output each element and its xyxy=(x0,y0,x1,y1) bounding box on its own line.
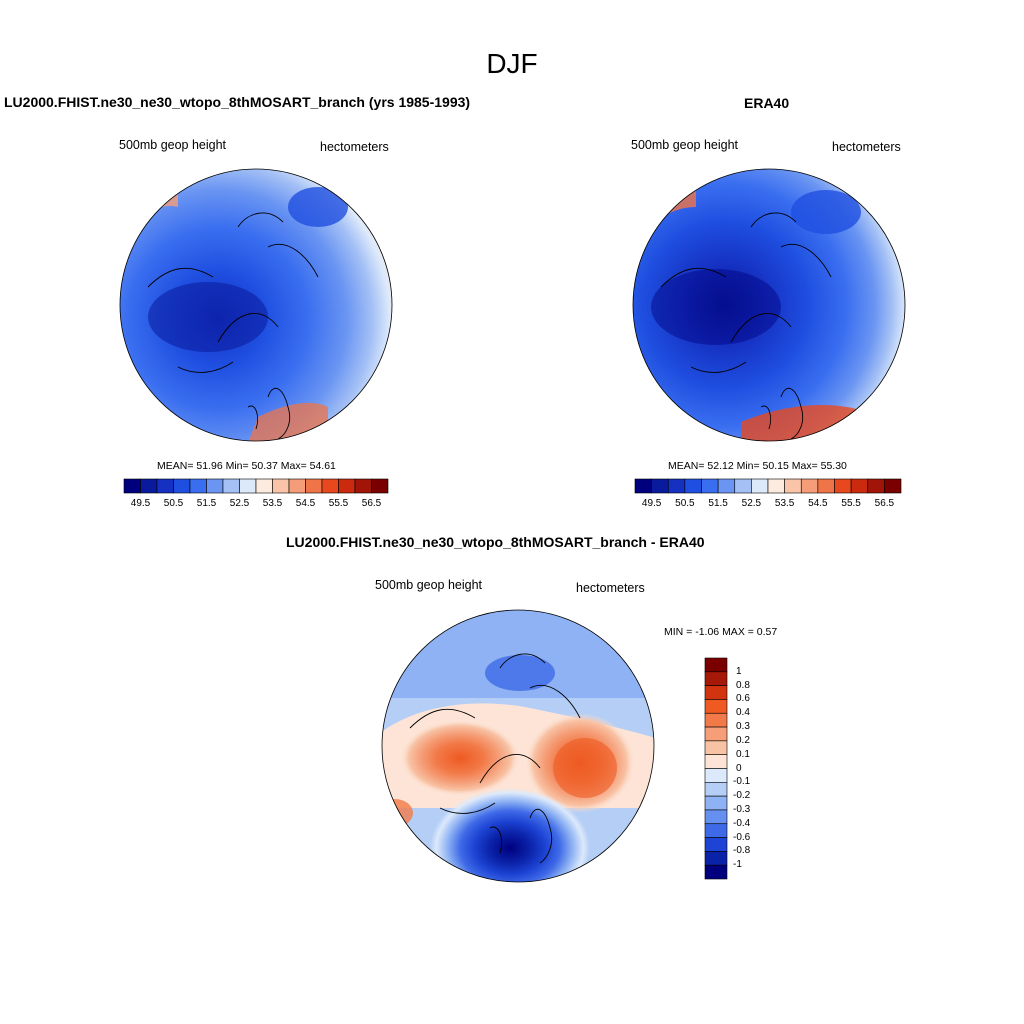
colorbar-cell xyxy=(785,479,802,493)
obs-polar-map xyxy=(631,167,907,443)
colorbar-cell xyxy=(141,479,158,493)
diff-units-label: hectometers xyxy=(576,581,645,595)
colorbar-tick-label: 0.3 xyxy=(736,721,750,732)
obs-stats: MEAN= 52.12 Min= 50.15 Max= 55.30 xyxy=(668,460,847,472)
colorbar-tick-label: -0.4 xyxy=(733,818,750,829)
colorbar-cell xyxy=(702,479,719,493)
colorbar-cell xyxy=(355,479,372,493)
colorbar-cell xyxy=(705,686,727,700)
colorbar-tick-label: 54.5 xyxy=(808,498,828,509)
model-panel-title: LU2000.FHIST.ne30_ne30_wtopo_8thMOSART_b… xyxy=(4,94,470,110)
colorbar-tick-label: 0.2 xyxy=(736,735,750,746)
colorbar-cell xyxy=(705,796,727,810)
colorbar-cell xyxy=(705,755,727,769)
colorbar-cell xyxy=(240,479,257,493)
colorbar-tick-label: 55.5 xyxy=(841,498,861,509)
colorbar-cell xyxy=(705,741,727,755)
colorbar-cell xyxy=(705,838,727,852)
colorbar-tick-label: 1 xyxy=(736,666,742,677)
colorbar-cell xyxy=(190,479,207,493)
colorbar-tick-label: 0.1 xyxy=(736,749,750,760)
colorbar-cell xyxy=(705,782,727,796)
colorbar-tick-label: 52.5 xyxy=(230,498,250,509)
model-polar-map xyxy=(118,167,394,443)
colorbar-cell xyxy=(818,479,835,493)
colorbar-cell xyxy=(289,479,306,493)
colorbar-tick-label: 0.8 xyxy=(736,680,750,691)
colorbar-tick-label: -0.6 xyxy=(733,832,750,843)
diff-colorbar xyxy=(705,658,727,879)
obs-units-label: hectometers xyxy=(832,140,901,154)
colorbar-cell xyxy=(372,479,389,493)
colorbar-cell xyxy=(868,479,885,493)
colorbar-cell xyxy=(705,699,727,713)
colorbar-cell xyxy=(705,851,727,865)
colorbar-tick-label: -0.3 xyxy=(733,804,750,815)
colorbar-cell xyxy=(718,479,735,493)
colorbar-cell xyxy=(705,672,727,686)
colorbar-cell xyxy=(256,479,273,493)
colorbar-cell xyxy=(735,479,752,493)
colorbar-cell xyxy=(801,479,818,493)
colorbar-cell xyxy=(306,479,323,493)
colorbar-cell xyxy=(768,479,785,493)
colorbar-cell xyxy=(174,479,191,493)
diff-panel-title: LU2000.FHIST.ne30_ne30_wtopo_8thMOSART_b… xyxy=(286,534,705,550)
colorbar-tick-label: -1 xyxy=(733,859,742,870)
colorbar-cell xyxy=(705,713,727,727)
diff-stats: MIN = -1.06 MAX = 0.57 xyxy=(664,626,777,638)
colorbar-tick-label: 50.5 xyxy=(675,498,695,509)
colorbar-cell xyxy=(124,479,141,493)
colorbar-cell xyxy=(635,479,652,493)
colorbar-cell xyxy=(339,479,356,493)
colorbar-cell xyxy=(705,727,727,741)
colorbar-cell xyxy=(273,479,290,493)
colorbar-tick-label: 54.5 xyxy=(296,498,316,509)
obs-colorbar xyxy=(635,479,901,493)
colorbar-tick-label: 0 xyxy=(736,763,742,774)
colorbar-cell xyxy=(668,479,685,493)
colorbar-cell xyxy=(705,824,727,838)
colorbar-tick-label: 56.5 xyxy=(874,498,894,509)
colorbar-tick-label: 49.5 xyxy=(131,498,151,509)
colorbar-cell xyxy=(705,658,727,672)
colorbar-tick-label: 0.4 xyxy=(736,707,750,718)
colorbar-tick-label: 50.5 xyxy=(164,498,184,509)
colorbar-cell xyxy=(851,479,868,493)
figure-title: DJF xyxy=(0,48,1024,80)
colorbar-tick-label: 52.5 xyxy=(741,498,761,509)
colorbar-tick-label: 0.6 xyxy=(736,693,750,704)
obs-variable-label: 500mb geop height xyxy=(631,138,738,152)
colorbar-tick-label: 51.5 xyxy=(708,498,728,509)
colorbar-cell xyxy=(705,865,727,879)
diff-polar-map xyxy=(380,608,656,884)
colorbar-cell xyxy=(652,479,669,493)
colorbar-tick-label: 56.5 xyxy=(362,498,382,509)
colorbar-cell xyxy=(685,479,702,493)
model-variable-label: 500mb geop height xyxy=(119,138,226,152)
colorbar-tick-label: -0.8 xyxy=(733,845,750,856)
colorbar-cell xyxy=(322,479,339,493)
diff-variable-label: 500mb geop height xyxy=(375,578,482,592)
model-units-label: hectometers xyxy=(320,140,389,154)
colorbar-tick-label: 51.5 xyxy=(197,498,217,509)
colorbar-tick-label: -0.2 xyxy=(733,790,750,801)
colorbar-cell xyxy=(835,479,852,493)
colorbar-tick-label: 53.5 xyxy=(263,498,283,509)
colorbar-cell xyxy=(705,769,727,783)
model-stats: MEAN= 51.96 Min= 50.37 Max= 54.61 xyxy=(157,460,336,472)
obs-panel-title: ERA40 xyxy=(744,95,789,111)
colorbar-tick-label: -0.1 xyxy=(733,776,750,787)
colorbar-cell xyxy=(207,479,224,493)
colorbar-cell xyxy=(157,479,174,493)
colorbar-cell xyxy=(223,479,240,493)
colorbar-tick-label: 49.5 xyxy=(642,498,662,509)
colorbar-cell xyxy=(751,479,768,493)
colorbar-tick-label: 55.5 xyxy=(329,498,349,509)
colorbar-tick-label: 53.5 xyxy=(775,498,795,509)
model-colorbar xyxy=(124,479,388,493)
colorbar-cell xyxy=(884,479,901,493)
colorbar-cell xyxy=(705,810,727,824)
